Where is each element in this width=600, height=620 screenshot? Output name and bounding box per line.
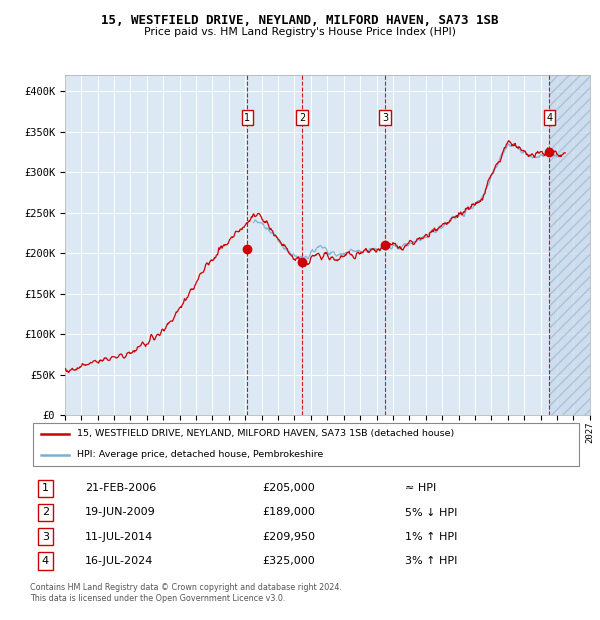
Text: 21-FEB-2006: 21-FEB-2006 — [85, 483, 157, 494]
Text: 1: 1 — [42, 483, 49, 494]
Text: 1% ↑ HPI: 1% ↑ HPI — [406, 532, 458, 542]
Text: 2: 2 — [42, 508, 49, 518]
Text: ≈ HPI: ≈ HPI — [406, 483, 437, 494]
Text: 2: 2 — [299, 113, 305, 123]
Text: 3% ↑ HPI: 3% ↑ HPI — [406, 556, 458, 566]
Text: 1: 1 — [244, 113, 250, 123]
Text: 11-JUL-2014: 11-JUL-2014 — [85, 532, 154, 542]
Text: 15, WESTFIELD DRIVE, NEYLAND, MILFORD HAVEN, SA73 1SB (detached house): 15, WESTFIELD DRIVE, NEYLAND, MILFORD HA… — [77, 429, 454, 438]
Text: Price paid vs. HM Land Registry's House Price Index (HPI): Price paid vs. HM Land Registry's House … — [144, 27, 456, 37]
Text: 4: 4 — [42, 556, 49, 566]
Text: HPI: Average price, detached house, Pembrokeshire: HPI: Average price, detached house, Pemb… — [77, 450, 323, 459]
Text: 3: 3 — [42, 532, 49, 542]
Bar — [550, 75, 590, 415]
Text: 15, WESTFIELD DRIVE, NEYLAND, MILFORD HAVEN, SA73 1SB: 15, WESTFIELD DRIVE, NEYLAND, MILFORD HA… — [101, 14, 499, 27]
Text: 5% ↓ HPI: 5% ↓ HPI — [406, 508, 458, 518]
Text: £325,000: £325,000 — [262, 556, 314, 566]
Text: £209,950: £209,950 — [262, 532, 315, 542]
Text: £205,000: £205,000 — [262, 483, 314, 494]
Text: 16-JUL-2024: 16-JUL-2024 — [85, 556, 154, 566]
Text: Contains HM Land Registry data © Crown copyright and database right 2024.: Contains HM Land Registry data © Crown c… — [30, 583, 342, 592]
Text: 19-JUN-2009: 19-JUN-2009 — [85, 508, 156, 518]
FancyBboxPatch shape — [33, 423, 579, 466]
Text: 3: 3 — [382, 113, 388, 123]
Text: 4: 4 — [547, 113, 553, 123]
Text: This data is licensed under the Open Government Licence v3.0.: This data is licensed under the Open Gov… — [30, 594, 286, 603]
Text: £189,000: £189,000 — [262, 508, 315, 518]
